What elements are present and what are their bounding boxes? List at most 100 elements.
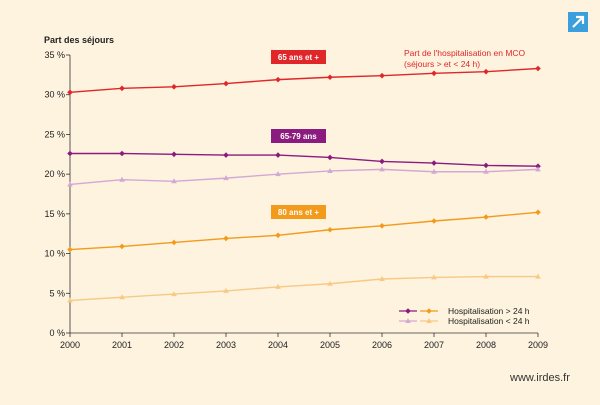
data-point — [483, 214, 489, 220]
data-point — [67, 181, 73, 187]
x-tick-label: 2008 — [476, 340, 496, 350]
x-tick-label: 2004 — [268, 340, 288, 350]
data-point — [379, 72, 385, 79]
series-label-text: 80 ans et + — [278, 208, 319, 217]
series-label-box — [271, 50, 326, 64]
series-2 — [67, 166, 541, 187]
expand-arrow-icon[interactable] — [568, 12, 588, 32]
legend-marker — [426, 318, 432, 323]
data-point — [327, 154, 333, 161]
x-tick-label: 2000 — [60, 340, 80, 350]
series-label-text: 65-79 ans — [280, 132, 317, 141]
series-label-box — [271, 129, 326, 143]
data-point — [327, 280, 333, 286]
x-tick-label: 2003 — [216, 340, 236, 350]
legend-marker — [405, 318, 411, 323]
data-point — [431, 218, 437, 224]
data-point — [431, 160, 437, 166]
data-point — [67, 89, 73, 96]
x-tick-label: 2001 — [112, 340, 132, 350]
data-point — [535, 65, 541, 72]
series-3 — [67, 209, 541, 253]
data-point — [223, 287, 229, 293]
series-label-text: 65 ans et + — [278, 53, 319, 62]
series-4 — [67, 273, 541, 303]
data-point — [275, 283, 281, 289]
series-line — [69, 211, 539, 251]
series-0 — [67, 65, 541, 96]
data-point — [275, 232, 281, 239]
data-point — [535, 209, 541, 216]
series-1 — [67, 150, 541, 169]
data-point — [67, 297, 73, 303]
y-tick-label: 10 % — [44, 249, 65, 259]
legend-label: Hospitalisation < 24 h — [448, 316, 530, 326]
x-tick-label: 2006 — [372, 340, 392, 350]
data-point — [327, 74, 333, 81]
y-tick-label: 35 % — [44, 50, 65, 60]
data-point — [483, 162, 489, 169]
series-label-box — [271, 205, 326, 219]
x-tick-label: 2009 — [528, 340, 548, 350]
data-point — [171, 178, 177, 184]
series-layer — [67, 65, 541, 303]
data-point — [431, 70, 437, 77]
data-point — [483, 273, 489, 279]
data-point — [223, 80, 229, 87]
data-point — [171, 291, 177, 297]
legend-entry-1: Hospitalisation < 24 h — [399, 316, 530, 326]
y-tick-label: 25 % — [44, 129, 65, 139]
site-url: www.irdes.fr — [509, 372, 570, 384]
data-point — [67, 150, 73, 157]
series-line — [69, 67, 539, 94]
data-point — [483, 68, 489, 75]
data-point — [535, 273, 541, 279]
data-point — [119, 85, 125, 92]
legend-marker — [426, 308, 432, 314]
series-line — [70, 152, 539, 167]
y-tick-label: 15 % — [44, 209, 65, 219]
data-point — [379, 275, 385, 281]
series-line — [69, 275, 538, 302]
data-point — [379, 158, 385, 165]
data-point — [275, 76, 281, 83]
y-tick-label: 0 % — [49, 328, 65, 338]
data-point — [379, 222, 385, 229]
labels-layer: 65 ans et + 65-79 ans 80 ans et + — [271, 50, 326, 219]
legend-entry-0: Hospitalisation > 24 h — [399, 306, 530, 316]
data-point — [535, 166, 541, 172]
data-point — [223, 175, 229, 181]
data-point — [119, 294, 125, 300]
data-point — [223, 152, 229, 158]
data-point — [119, 176, 125, 182]
series-label-1: 65-79 ans — [271, 129, 326, 143]
data-point — [119, 243, 125, 250]
annotation-line-2: (séjours > et < 24 h) — [404, 59, 480, 69]
data-point — [379, 166, 385, 172]
data-point — [431, 168, 437, 174]
y-tick-label: 20 % — [44, 169, 65, 179]
series-label-2: 80 ans et + — [271, 205, 326, 219]
y-tick-label: 5 % — [49, 288, 65, 298]
data-point — [327, 226, 333, 233]
data-point — [223, 235, 229, 242]
data-point — [431, 274, 437, 280]
series-label-0: 65 ans et + — [271, 50, 326, 64]
annotation-line-1: Part de l'hospitalisation en MCO — [404, 48, 526, 58]
data-point — [171, 83, 177, 90]
y-tick-label: 30 % — [44, 90, 65, 100]
data-point — [483, 168, 489, 174]
legend-marker — [405, 308, 411, 314]
legend-label: Hospitalisation > 24 h — [448, 306, 530, 316]
series-line — [69, 168, 539, 186]
data-point — [275, 152, 281, 158]
data-point — [119, 150, 125, 157]
data-point — [327, 167, 333, 173]
data-point — [171, 151, 177, 158]
data-point — [535, 163, 541, 169]
axes: 0 % 5 % 10 % 15 % 20 % 25 % 30 % 35 % 2000 2001 20… — [44, 50, 548, 350]
data-point — [171, 239, 177, 246]
